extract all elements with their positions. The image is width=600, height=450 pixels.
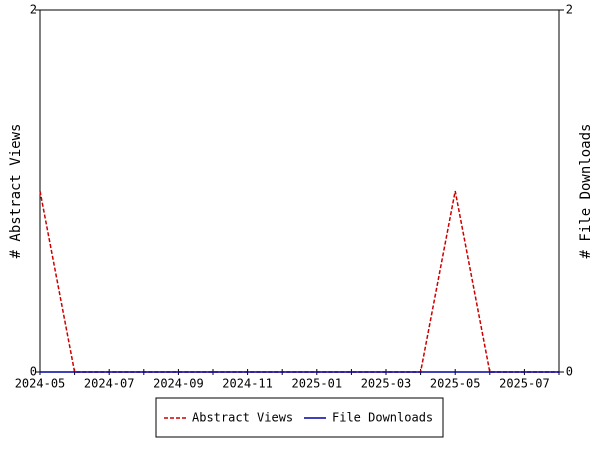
y-tick-label: 2 [30, 3, 37, 17]
y2-tick-label: 0 [566, 365, 573, 379]
legend-label: File Downloads [332, 411, 433, 425]
legend-label: Abstract Views [192, 411, 293, 425]
x-tick-label: 2024-11 [222, 377, 273, 391]
y-tick-label: 0 [30, 365, 37, 379]
y2-axis-title: # File Downloads [578, 124, 594, 259]
legend [155, 397, 444, 438]
x-tick-label: 2024-05 [15, 377, 66, 391]
x-tick-label: 2025-05 [430, 377, 481, 391]
y2-tick-label: 2 [566, 3, 573, 17]
x-tick-label: 2025-03 [361, 377, 412, 391]
x-tick-label: 2024-07 [84, 377, 135, 391]
series-line [39, 190, 559, 373]
x-tick-label: 2024-09 [153, 377, 204, 391]
x-tick-label: 2025-01 [292, 377, 343, 391]
y-axis-title: # Abstract Views [8, 124, 24, 259]
plot-frame [39, 9, 560, 373]
x-tick-label: 2025-07 [499, 377, 550, 391]
